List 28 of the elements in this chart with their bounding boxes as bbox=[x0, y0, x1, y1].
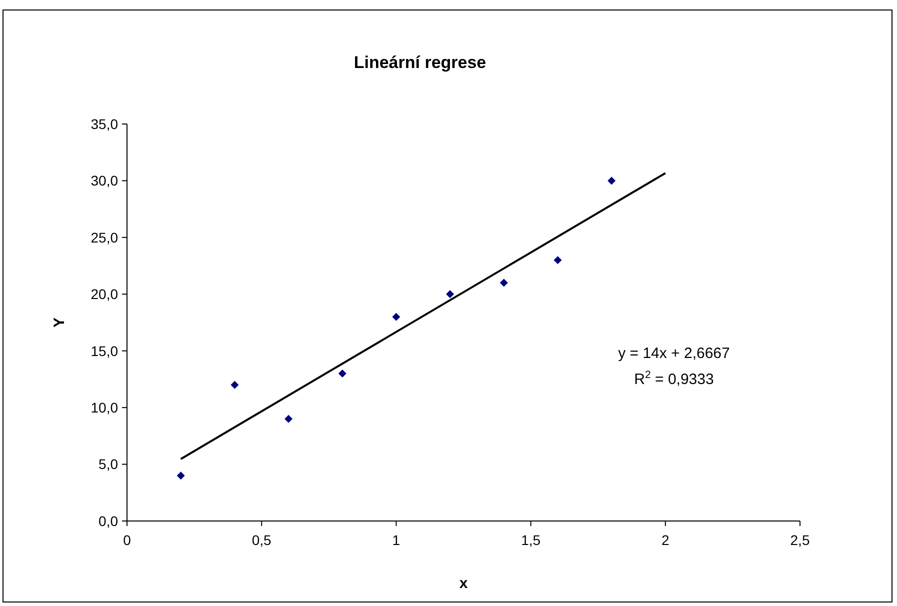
point bbox=[284, 414, 293, 423]
x-axis-title: x bbox=[459, 575, 468, 592]
annotation: y = 14x + 2,6667 bbox=[618, 345, 730, 362]
point bbox=[554, 256, 562, 264]
y-tick-label: 5,0 bbox=[98, 456, 118, 472]
y-tick-label: 25,0 bbox=[90, 229, 118, 246]
y-tick-label: 35,0 bbox=[90, 116, 118, 132]
point bbox=[338, 370, 346, 378]
x-tick-label: 2 bbox=[662, 532, 670, 548]
y-axis-title: Y bbox=[51, 317, 68, 328]
x-tick-label: 2,5 bbox=[790, 532, 810, 548]
point bbox=[608, 176, 616, 185]
y-tick-label: 0,0 bbox=[98, 512, 118, 529]
point bbox=[446, 290, 454, 298]
point bbox=[230, 380, 239, 389]
point bbox=[176, 472, 185, 480]
annotation: R$^{2}$ = 0,9333 bbox=[634, 369, 714, 388]
y-tick-label: 15,0 bbox=[90, 342, 118, 359]
y-tick-label: 10,0 bbox=[90, 399, 118, 416]
point bbox=[500, 278, 508, 287]
y-tick-label: 20,0 bbox=[90, 286, 118, 302]
y-tick-label: 30,0 bbox=[90, 172, 118, 189]
x-tick-label: 1,5 bbox=[521, 532, 541, 548]
point bbox=[392, 312, 400, 321]
x-tick-label: 0,5 bbox=[252, 532, 272, 548]
x-tick-label: 1 bbox=[392, 532, 400, 548]
x-tick-label: 0 bbox=[123, 532, 132, 548]
chart-title: Lineární regrese bbox=[354, 53, 486, 72]
